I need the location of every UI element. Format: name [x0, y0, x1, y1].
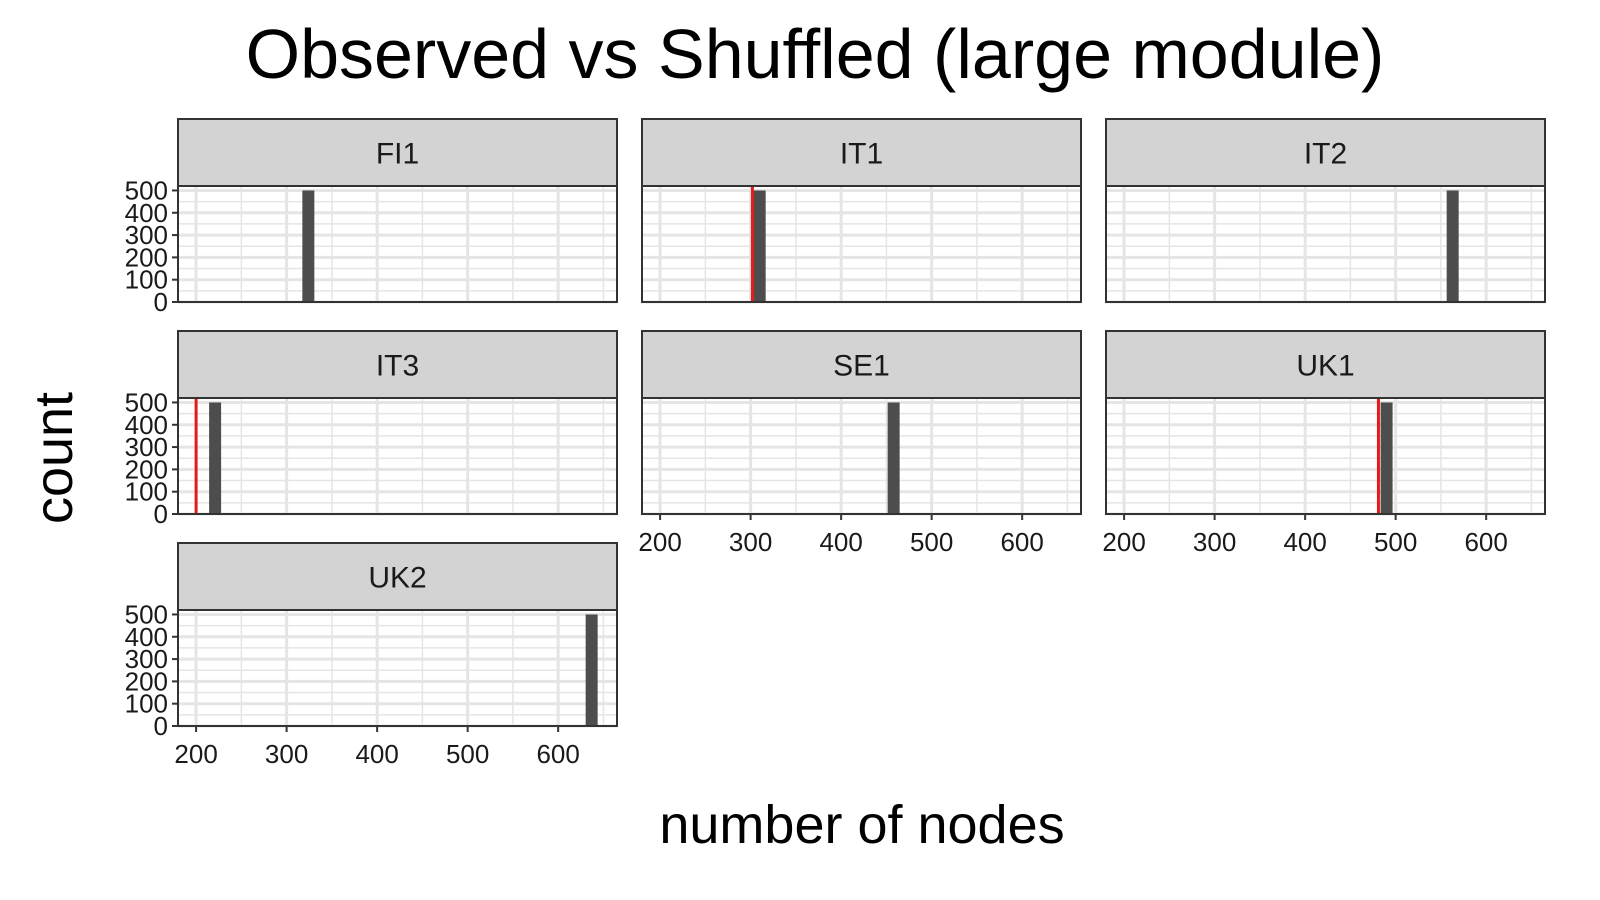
x-tick-label: 200	[174, 739, 217, 769]
x-tick-label: 400	[355, 739, 398, 769]
panel-it1: IT1	[641, 118, 1082, 304]
plot-border	[1105, 397, 1546, 515]
strip-background	[1105, 118, 1546, 187]
y-tick-label: 400	[125, 198, 168, 228]
y-tick-label: 200	[125, 666, 168, 696]
y-tick-label: 400	[125, 410, 168, 440]
histogram-bar	[753, 190, 766, 302]
strip-background	[1105, 330, 1546, 399]
x-tick-label: 200	[1102, 527, 1145, 557]
strip-label: IT3	[376, 350, 419, 383]
y-axis-title: count	[24, 392, 84, 524]
y-tick-label: 100	[125, 477, 168, 507]
x-tick-label: 600	[1000, 527, 1043, 557]
y-tick-label: 500	[125, 175, 168, 205]
y-tick-label: 0	[154, 711, 168, 741]
histogram-bar	[209, 402, 222, 514]
plot-border	[641, 185, 1082, 303]
strip-background	[177, 330, 618, 399]
x-tick-label: 500	[446, 739, 489, 769]
plot-background	[1106, 186, 1545, 302]
strip-label: IT1	[840, 138, 883, 171]
x-tick-label: 300	[1193, 527, 1236, 557]
plot-border	[177, 397, 618, 515]
histogram-bar	[585, 614, 598, 726]
plot-background	[178, 610, 617, 726]
x-axis-title: number of nodes	[659, 795, 1064, 855]
y-tick-label: 0	[154, 499, 168, 529]
plot-background	[1106, 398, 1545, 514]
y-tick-label: 500	[125, 599, 168, 629]
strip-label: UK2	[368, 562, 426, 595]
x-tick-label: 400	[1283, 527, 1326, 557]
y-tick-label: 300	[125, 432, 168, 462]
histogram-bar	[302, 190, 315, 302]
plot-background	[642, 186, 1081, 302]
y-tick-label: 200	[125, 454, 168, 484]
strip-background	[177, 118, 618, 187]
panel-it2: IT2	[1105, 118, 1546, 304]
y-tick-label: 400	[125, 622, 168, 652]
plot-background	[178, 398, 617, 514]
x-tick-label: 300	[729, 527, 772, 557]
x-tick-label: 500	[1374, 527, 1417, 557]
strip-label: FI1	[376, 138, 419, 171]
strip-background	[177, 542, 618, 611]
x-tick-label: 600	[1464, 527, 1507, 557]
plot-background	[642, 398, 1081, 514]
y-tick-label: 200	[125, 242, 168, 272]
x-tick-label: 400	[819, 527, 862, 557]
x-tick-label: 300	[265, 739, 308, 769]
plot-background	[178, 186, 617, 302]
y-tick-label: 100	[125, 689, 168, 719]
plot-border	[1105, 185, 1546, 303]
panel-uk1: UK1 200 300 400 500 600	[1102, 330, 1546, 557]
x-tick-label: 600	[536, 739, 579, 769]
plot-border	[177, 185, 618, 303]
plot-border	[641, 397, 1082, 515]
x-tick-label: 200	[638, 527, 681, 557]
strip-label: SE1	[833, 350, 890, 383]
histogram-bar	[1380, 402, 1393, 514]
y-tick-label: 500	[125, 387, 168, 417]
plot-border	[177, 609, 618, 727]
strip-background	[641, 330, 1082, 399]
histogram-bar	[1446, 190, 1459, 302]
y-tick-label: 300	[125, 644, 168, 674]
x-tick-label: 500	[910, 527, 953, 557]
y-tick-label: 100	[125, 265, 168, 295]
y-tick-label: 0	[154, 287, 168, 317]
chart-title: Observed vs Shuffled (large module)	[246, 15, 1385, 93]
panel-se1: SE1 200 300 400 500 600	[638, 330, 1082, 557]
y-tick-label: 300	[125, 220, 168, 250]
strip-label: IT2	[1304, 138, 1347, 171]
strip-label: UK1	[1296, 350, 1354, 383]
histogram-bar	[887, 402, 900, 514]
